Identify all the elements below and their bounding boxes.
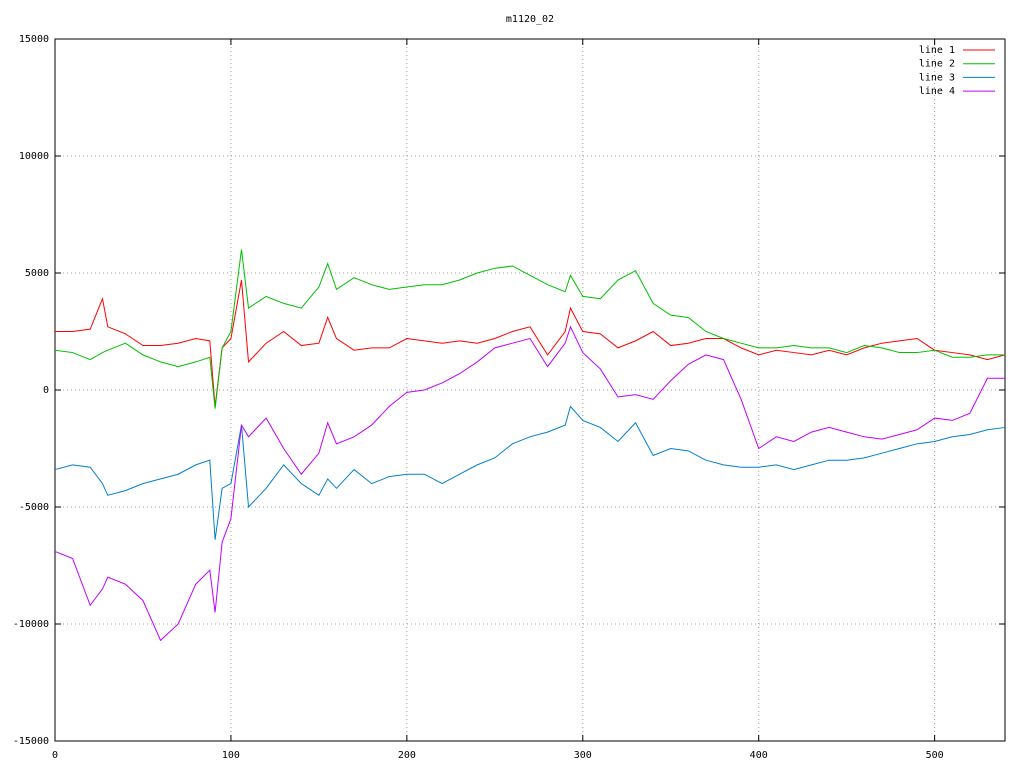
- y-tick-label: -15000: [13, 736, 49, 747]
- y-tick-label: 5000: [25, 268, 49, 279]
- series-line: [55, 279, 1006, 407]
- y-tick-label: -5000: [19, 502, 49, 513]
- series-line: [54, 325, 1005, 642]
- x-tick-label: 400: [750, 750, 768, 761]
- series-line: [54, 405, 1006, 540]
- plot-border: [54, 38, 1006, 742]
- x-tick-label: 100: [222, 750, 240, 761]
- y-tick-label: 10000: [19, 151, 49, 162]
- y-tick-label: -10000: [13, 619, 49, 630]
- x-tick-label: 200: [398, 750, 416, 761]
- x-tick-label: 300: [574, 750, 592, 761]
- legend-label: line 1: [919, 45, 955, 56]
- y-tick-label: 0: [43, 385, 49, 396]
- x-tick-label: 0: [52, 750, 58, 761]
- chart-title: m1120_02: [506, 14, 554, 25]
- legend-label: line 3: [919, 72, 955, 83]
- legend-label: line 4: [919, 86, 955, 97]
- legend-label: line 2: [919, 59, 955, 70]
- y-tick-label: 15000: [19, 34, 49, 45]
- series-line: [54, 249, 1005, 409]
- x-tick-label: 500: [926, 750, 944, 761]
